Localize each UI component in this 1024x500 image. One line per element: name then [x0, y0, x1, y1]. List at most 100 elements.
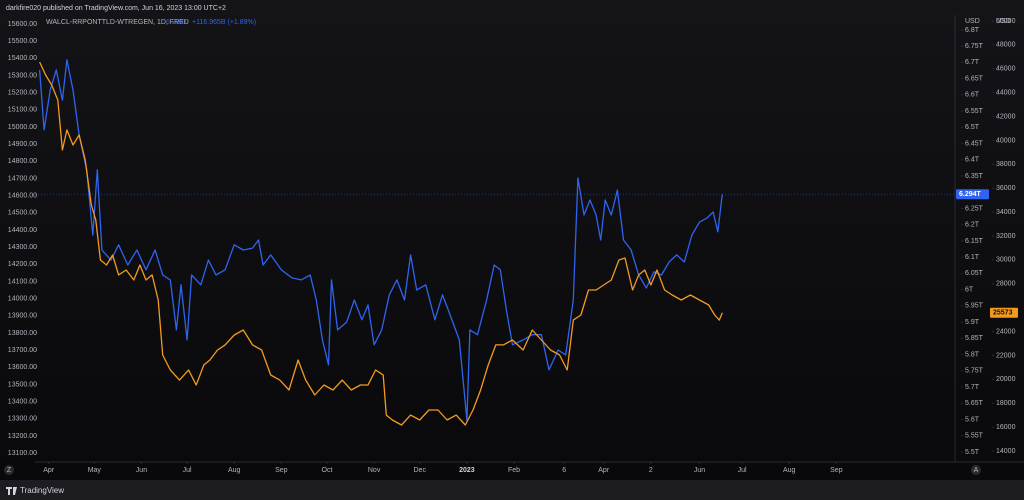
tick-label: 6.15T: [965, 238, 984, 245]
tick-label: 14500.00: [8, 210, 37, 217]
tick-label: 38000: [996, 161, 1016, 168]
x-tick-label: Nov: [368, 467, 381, 474]
x-tick-label: Sep: [830, 467, 843, 474]
tick-label: 6.65T: [965, 75, 984, 82]
series-line: [39, 61, 723, 426]
tick-label: 15200.00: [8, 89, 37, 96]
tick-label: 6.05T: [965, 270, 984, 277]
tick-label: 6.4T: [965, 157, 980, 164]
brand-logo: [6, 487, 17, 495]
series-line: [38, 59, 723, 421]
tick-label: 13100.00: [8, 450, 37, 457]
tick-label: 5.5T: [965, 449, 980, 456]
x-tick-label: Jul: [183, 467, 192, 474]
tick-label: 6.2T: [965, 222, 980, 229]
tick-label: 5.95T: [965, 303, 984, 310]
tick-label: 6.7T: [965, 59, 980, 66]
tick-label: 13700.00: [8, 347, 37, 354]
tick-label: 14700.00: [8, 175, 37, 182]
tick-label: 6.35T: [965, 173, 984, 180]
auto-scale-label[interactable]: A: [974, 467, 979, 474]
tick-label: 15000.00: [8, 124, 37, 131]
axis-unit: USD: [965, 18, 980, 25]
x-tick-label: Feb: [508, 467, 520, 474]
tick-label: 6T: [965, 286, 974, 293]
x-tick-label: Oct: [322, 467, 333, 474]
tick-label: 6.45T: [965, 140, 984, 147]
axis-unit: USD: [996, 18, 1011, 25]
zoom-button[interactable]: [4, 465, 14, 475]
tick-label: 14300.00: [8, 244, 37, 251]
tick-label: 18000: [996, 400, 1016, 407]
tick-label: 16000: [996, 424, 1016, 431]
brand-name: TradingView: [20, 486, 64, 495]
tick-label: 15400.00: [8, 55, 37, 62]
tick-label: 13800.00: [8, 330, 37, 337]
tick-label: 50000: [996, 18, 1016, 25]
tick-label: 28000: [996, 281, 1016, 288]
tick-label: 14800.00: [8, 158, 37, 165]
legend-change: +116.965B (+1.89%): [192, 19, 256, 26]
tick-label: 20000: [996, 376, 1016, 383]
tick-label: 15300.00: [8, 72, 37, 79]
tick-label: 13900.00: [8, 313, 37, 320]
tick-label: 36000: [996, 185, 1016, 192]
tick-label: 15500.00: [8, 38, 37, 45]
tick-label: 5.6T: [965, 416, 980, 423]
x-tick-label: Aug: [228, 467, 241, 474]
tick-label: 5.8T: [965, 351, 980, 358]
x-tick-label: Jun: [136, 467, 147, 474]
tick-label: 6.25T: [965, 205, 984, 212]
publisher-note: darkfire020 published on TradingView.com…: [6, 5, 226, 12]
tick-label: 14000: [996, 448, 1016, 455]
tick-label: 14600.00: [8, 192, 37, 199]
tick-label: 22000: [996, 352, 1016, 359]
tick-label: 5.75T: [965, 368, 984, 375]
tick-label: 13500.00: [8, 381, 37, 388]
chart-background: [0, 0, 1024, 480]
tick-label: 5.7T: [965, 384, 980, 391]
auto-scale-button[interactable]: [971, 465, 981, 475]
tick-label: 14900.00: [8, 141, 37, 148]
tick-label: 13300.00: [8, 416, 37, 423]
tick-label: 15100.00: [8, 107, 37, 114]
tick-label: 14000.00: [8, 295, 37, 302]
x-tick-label: Dec: [414, 467, 427, 474]
x-tick-label: Apr: [598, 467, 610, 474]
price-tag: [956, 189, 989, 200]
tick-label: 15600.00: [8, 21, 37, 28]
tick-label: 34000: [996, 209, 1016, 216]
price-tag: [990, 307, 1018, 318]
tick-label: 5.65T: [965, 400, 984, 407]
price-tag-label: 6.294T: [959, 191, 982, 198]
tick-label: 44000: [996, 90, 1016, 97]
tick-label: 42000: [996, 113, 1016, 120]
tick-label: 24000: [996, 328, 1016, 335]
x-tick-label: Apr: [43, 467, 55, 474]
tick-label: 5.9T: [965, 319, 980, 326]
tick-label: 6.1T: [965, 254, 980, 261]
tick-label: 13400.00: [8, 398, 37, 405]
tick-label: 14200.00: [8, 261, 37, 268]
tick-label: 32000: [996, 233, 1016, 240]
tick-label: 14100.00: [8, 278, 37, 285]
zoom-button-label[interactable]: Z: [7, 467, 12, 474]
tick-label: 5.55T: [965, 433, 984, 440]
legend-last: 6.294T: [166, 19, 189, 26]
price-tag-label: 25573: [993, 310, 1013, 317]
tick-label: 13600.00: [8, 364, 37, 371]
tick-label: 5.85T: [965, 335, 984, 342]
tick-label: 30000: [996, 257, 1016, 264]
tick-label: 48000: [996, 42, 1016, 49]
x-tick-label: May: [88, 467, 102, 474]
x-tick-label: Sep: [275, 467, 288, 474]
footer-bar: [0, 480, 1024, 500]
tick-label: 6.5T: [965, 124, 980, 131]
tick-label: 14400.00: [8, 227, 37, 234]
tick-label: 6.6T: [965, 92, 980, 99]
tick-label: 6.75T: [965, 43, 984, 50]
x-tick-label: 2023: [459, 467, 475, 474]
tick-label: 13200.00: [8, 433, 37, 440]
legend-symbol: WALCL-RRPONTTLD-WTREGEN, 1D, FRED: [46, 19, 189, 26]
